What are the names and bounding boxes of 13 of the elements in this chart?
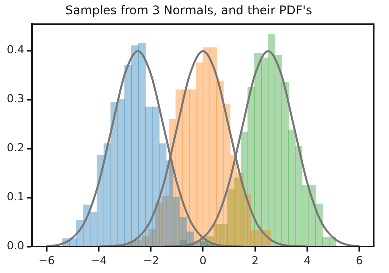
y-tick-label: 0.1 xyxy=(6,190,24,204)
x-tick-label: −2 xyxy=(143,254,160,268)
y-tick-label: 0.4 xyxy=(6,44,24,57)
y-tick-label: 0.0 xyxy=(6,240,24,253)
x-tick-label: −6 xyxy=(38,254,55,268)
x-tick-label: −4 xyxy=(90,254,108,268)
y-tick-label: 0.3 xyxy=(6,92,24,106)
x-tick-label: 6 xyxy=(356,254,364,268)
x-tick-label: 4 xyxy=(304,254,312,268)
chart-title: Samples from 3 Normals, and their PDF's xyxy=(66,3,312,18)
y-tick-label: 0.2 xyxy=(6,142,24,155)
x-tick-label: 2 xyxy=(252,254,259,268)
x-tick-label: 0 xyxy=(200,254,207,268)
